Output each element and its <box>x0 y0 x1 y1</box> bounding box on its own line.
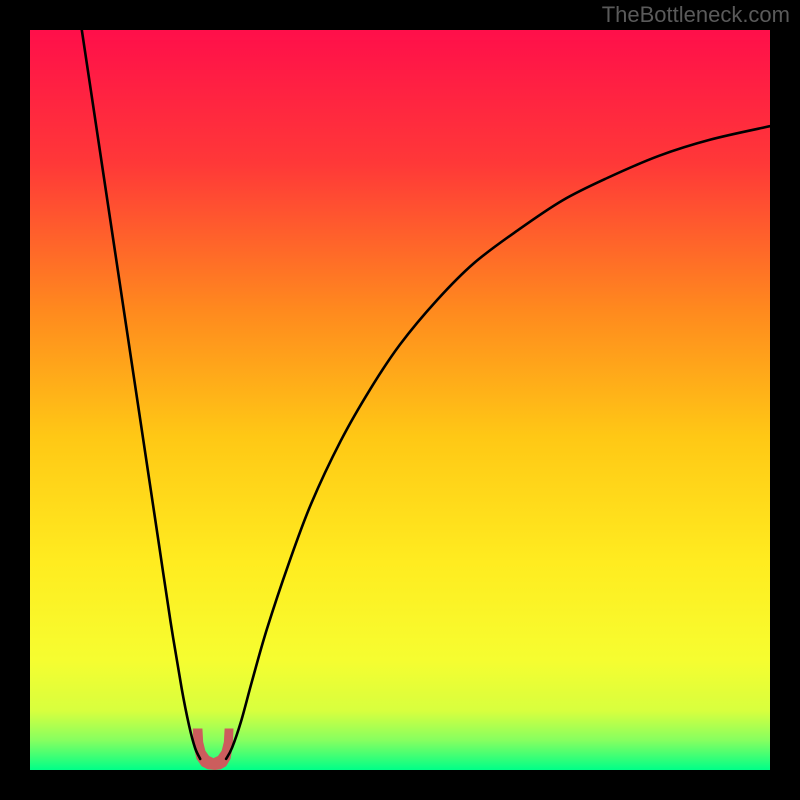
watermark-text: TheBottleneck.com <box>602 2 790 28</box>
chart-frame: TheBottleneck.com <box>0 0 800 800</box>
bottleneck-curve-plot <box>30 30 770 770</box>
gradient-background <box>30 30 770 770</box>
